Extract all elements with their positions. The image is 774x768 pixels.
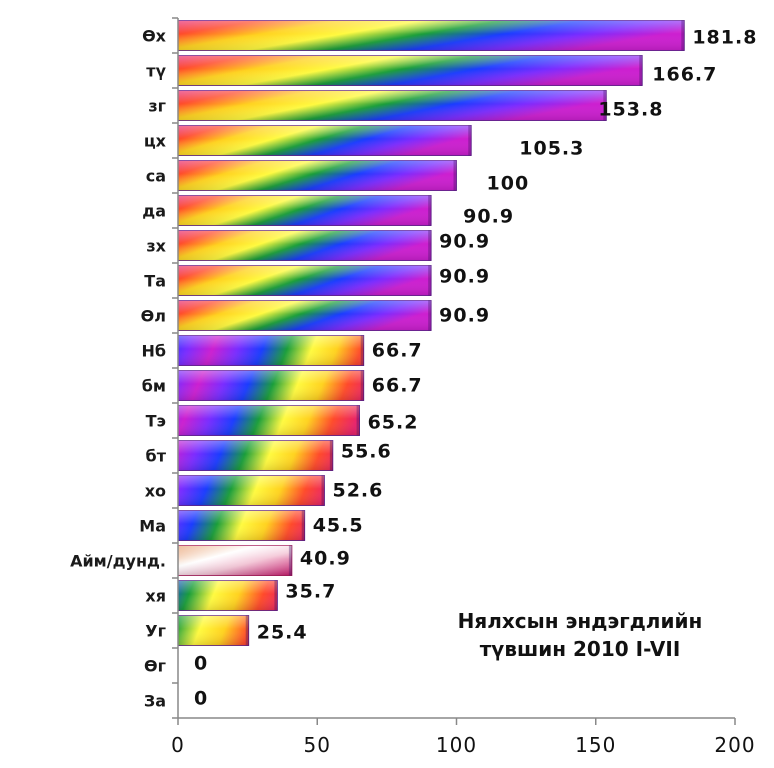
category-label: За [144,692,166,711]
bar-edge-12 [329,440,333,471]
category-label: Тэ [146,412,166,431]
bar-sheen-14 [178,510,305,541]
value-label: 90.9 [439,266,490,288]
value-label: 153.8 [598,99,663,121]
x-tick-label: 200 [714,733,755,757]
value-label: 66.7 [372,340,423,362]
bar-sheen-7 [178,265,432,296]
value-label: 55.6 [341,441,392,463]
bar-sheen-2 [178,90,607,121]
chart-title-line-1: Нялхсын эндэгдлийн [458,609,703,633]
category-label: цх [144,132,167,151]
category-label: Айм/дунд. [70,552,166,571]
bar-edge-0 [681,20,685,51]
category-label: бт [146,447,167,466]
bar-edge-15 [288,545,292,576]
bar-edge-9 [360,335,364,366]
bar-edge-1 [639,55,643,86]
bar-edge-4 [453,160,457,191]
value-label: 181.8 [692,27,757,49]
value-label: 52.6 [332,480,383,502]
bar-sheen-13 [178,475,325,506]
category-label: хо [145,482,166,501]
axis-layer [172,17,736,725]
bar-sheen-3 [178,125,472,156]
bar-edge-13 [321,475,325,506]
bars-layer [177,20,685,646]
value-label: 166.7 [652,64,717,86]
x-tick-label: 50 [304,733,331,757]
bar-edge-17 [245,615,249,646]
bar-sheen-11 [178,405,360,436]
bar-sheen-12 [178,440,333,471]
bar-sheen-6 [178,230,432,261]
bar-sheen-4 [178,160,457,191]
bar-edge-5 [428,195,432,226]
value-label: 40.9 [300,548,351,570]
x-tick-label: 0 [171,733,185,757]
bar-edge-7 [428,265,432,296]
category-label: да [142,202,166,221]
category-label: Уг [145,622,166,641]
category-label: Өг [144,657,166,676]
x-tick-label: 150 [575,733,616,757]
value-label: 35.7 [285,581,336,603]
category-label: Ма [139,517,166,536]
value-label: 0 [194,688,208,710]
value-label: 0 [194,653,208,675]
category-label: Та [144,272,166,291]
x-tick-label: 100 [436,733,477,757]
bar-edge-10 [360,370,364,401]
category-label: Нб [141,342,166,361]
category-label: бм [142,377,166,396]
bar-sheen-15 [178,545,292,576]
category-label: зх [146,237,166,256]
bar-sheen-8 [178,300,432,331]
category-label: зг [148,97,166,116]
bar-sheen-5 [178,195,432,226]
value-label: 66.7 [372,375,423,397]
category-label: хя [145,587,166,606]
bar-edge-16 [274,580,278,611]
labels-layer: Өх 181.8 тү 166.7 зг 153.8 цх 105.3 са 100 да 90.9 з… [70,27,757,758]
value-label: 45.5 [313,515,364,537]
value-label: 105.3 [519,138,584,160]
bar-sheen-17 [178,615,249,646]
chart-title-line-2: түвшин 2010 I-VII [480,637,681,661]
value-label: 25.4 [257,622,308,644]
bar-edge-8 [428,300,432,331]
category-label: са [146,167,166,186]
category-label: Өл [141,307,166,326]
category-label: Өх [142,27,167,46]
value-label: 90.9 [439,231,490,253]
value-label: 100 [487,173,530,195]
bar-edge-14 [301,510,305,541]
value-label: 90.9 [463,206,514,228]
value-label: 90.9 [439,305,490,327]
bar-sheen-16 [178,580,278,611]
bar-edge-11 [356,405,360,436]
bar-sheen-0 [178,20,685,51]
bar-sheen-9 [178,335,364,366]
bar-sheen-1 [178,55,643,86]
value-label: 65.2 [368,412,419,434]
bar-sheen-10 [178,370,364,401]
bar-edge-2 [603,90,607,121]
bar-edge-3 [468,125,472,156]
category-label: тү [146,62,166,81]
bar-edge-6 [428,230,432,261]
